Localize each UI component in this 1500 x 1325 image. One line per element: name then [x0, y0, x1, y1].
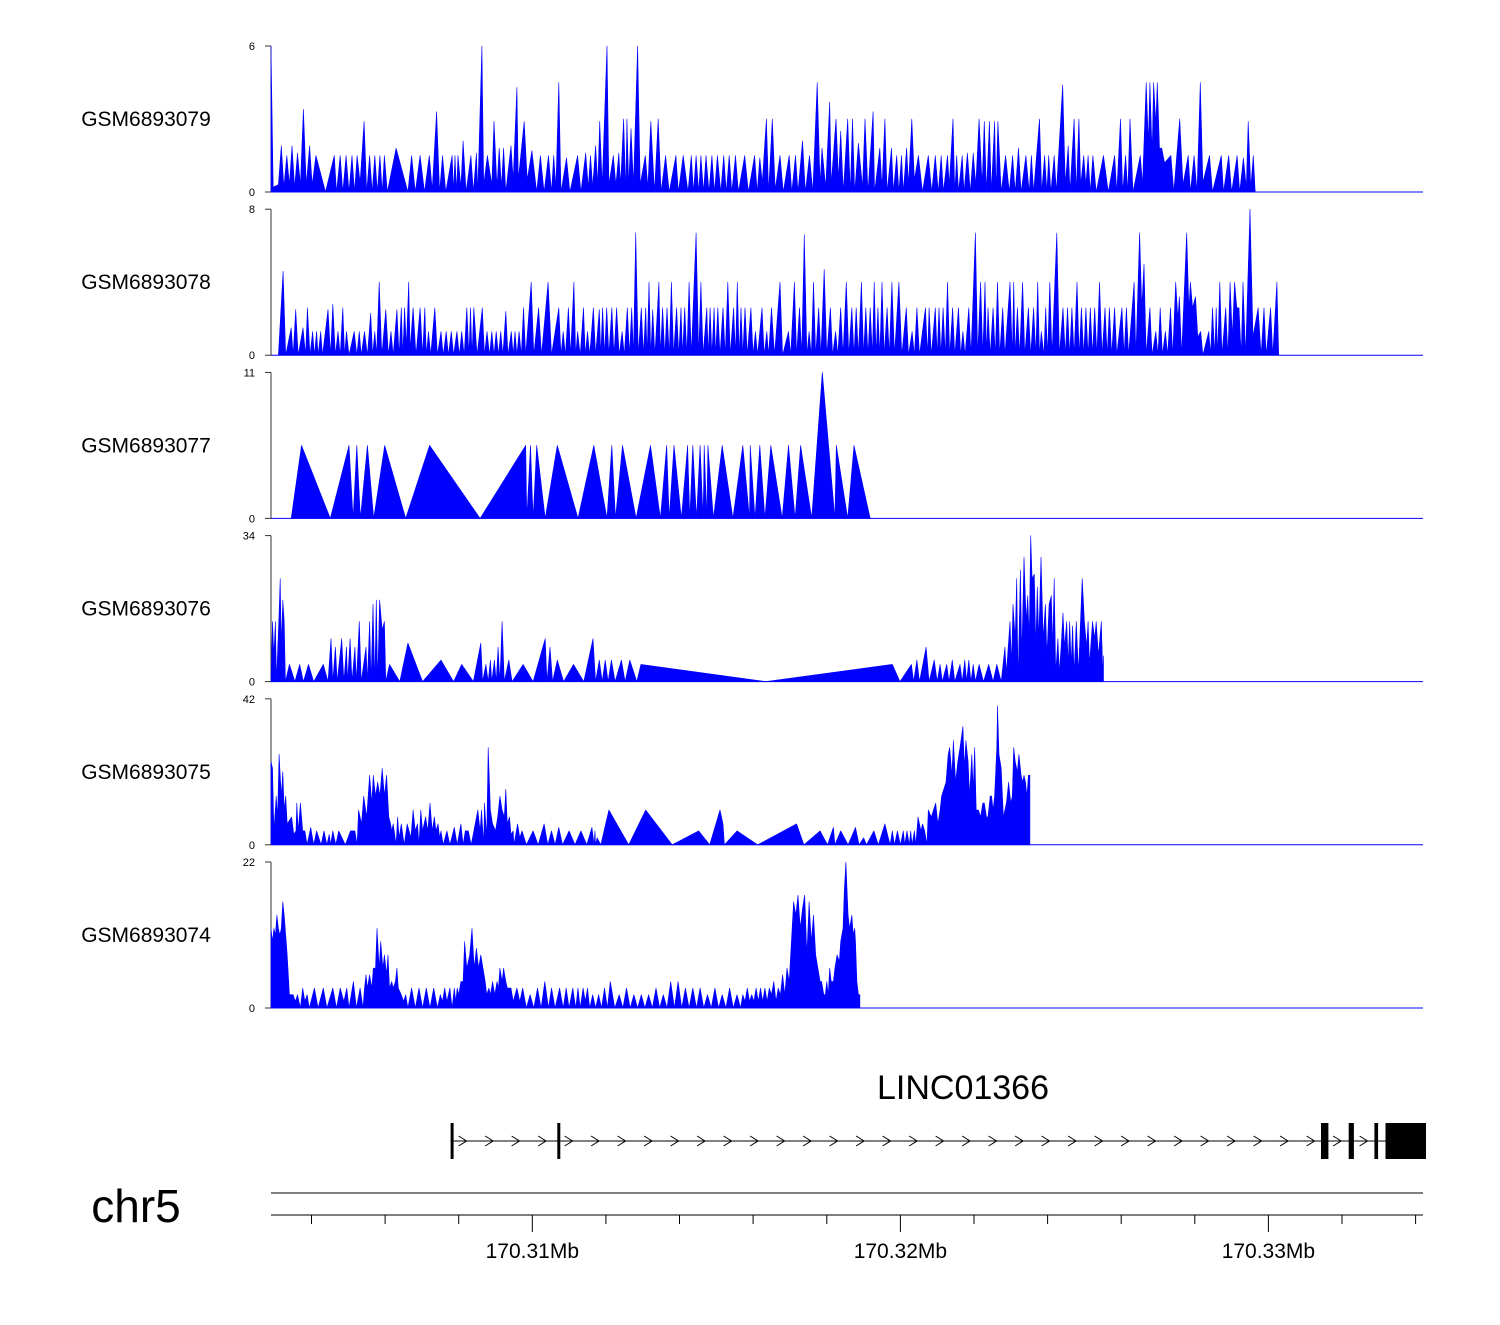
- strand-arrow: [723, 1135, 733, 1147]
- strand-arrow: [1147, 1135, 1157, 1147]
- strand-arrow: [1120, 1135, 1131, 1147]
- strand-arrow: [511, 1135, 521, 1147]
- strand-arrow: [537, 1135, 548, 1147]
- coverage-area: [290, 372, 871, 519]
- coverage-area: [270, 45, 1256, 193]
- y-tick-label-max: 34: [243, 531, 255, 543]
- track-label: GSM6893074: [81, 924, 211, 947]
- gene-label: LINC01366: [877, 1069, 1049, 1107]
- gene-track: LINC01366: [450, 1069, 1426, 1159]
- strand-arrow: [855, 1135, 866, 1147]
- strand-arrow: [1173, 1135, 1184, 1147]
- track-label: GSM6893076: [81, 598, 211, 621]
- strand-arrow: [1359, 1135, 1369, 1147]
- coverage-area: [278, 208, 1279, 356]
- track-GSM6893075: GSM6893075 42 0: [81, 694, 1423, 852]
- chromosome-label: chr5: [91, 1180, 180, 1232]
- strand-arrow: [935, 1135, 945, 1147]
- strand-arrow: [829, 1135, 839, 1147]
- strand-arrow: [1094, 1135, 1104, 1147]
- coverage-area: [270, 705, 1031, 846]
- x-tick-label: 170.33Mb: [1222, 1240, 1315, 1263]
- track-label: GSM6893079: [81, 108, 211, 131]
- y-tick-label-min: 0: [249, 513, 255, 525]
- y-tick-label-max: 8: [249, 204, 255, 216]
- strand-arrow: [484, 1135, 495, 1147]
- exon: [1321, 1123, 1329, 1159]
- track-GSM6893074: GSM6893074 22 0: [81, 857, 1423, 1015]
- strand-arrow: [590, 1135, 601, 1147]
- strand-arrow: [670, 1135, 680, 1147]
- y-tick-label-max: 11: [244, 367, 255, 379]
- strand-arrow: [1279, 1135, 1290, 1147]
- x-tick-label: 170.32Mb: [854, 1240, 947, 1263]
- strand-arrow: [617, 1135, 627, 1147]
- x-tick-label: 170.31Mb: [486, 1240, 579, 1263]
- strand-arrow: [458, 1135, 468, 1147]
- strand-arrow: [1200, 1135, 1210, 1147]
- exon: [1374, 1123, 1379, 1159]
- exon: [450, 1123, 454, 1159]
- strand-arrow: [1014, 1135, 1025, 1147]
- strand-arrow: [908, 1135, 919, 1147]
- strand-arrow: [882, 1135, 892, 1147]
- strand-arrow: [988, 1135, 998, 1147]
- coverage-area: [270, 861, 861, 1009]
- strand-arrow: [749, 1135, 760, 1147]
- strand-arrow: [1226, 1135, 1237, 1147]
- strand-arrow: [1041, 1135, 1051, 1147]
- strand-arrow: [643, 1135, 654, 1147]
- strand-arrow: [802, 1135, 813, 1147]
- y-tick-label-min: 0: [249, 1003, 255, 1015]
- genome-axis: chr5 170.31Mb 170.32Mb 170.33Mb: [91, 1180, 1423, 1263]
- strand-arrow: [1306, 1135, 1316, 1147]
- strand-arrow: [776, 1135, 786, 1147]
- track-label: GSM6893078: [81, 271, 211, 294]
- exon: [557, 1123, 561, 1159]
- y-tick-label-min: 0: [249, 840, 255, 852]
- track-label: GSM6893075: [81, 761, 211, 784]
- strand-arrow: [564, 1135, 574, 1147]
- exon: [1348, 1123, 1354, 1159]
- strand-arrow: [1253, 1135, 1263, 1147]
- coverage-area: [270, 535, 1104, 682]
- y-tick-label-min: 0: [249, 677, 255, 689]
- strand-arrow: [1332, 1135, 1343, 1147]
- strand-arrow: [961, 1135, 972, 1147]
- track-GSM6893077: GSM6893077 11 0: [81, 367, 1423, 525]
- track-label: GSM6893077: [81, 434, 211, 457]
- track-GSM6893076: GSM6893076 34 0: [81, 531, 1423, 689]
- track-GSM6893079: GSM6893079 6 0: [81, 41, 1423, 199]
- y-tick-label-max: 42: [243, 694, 255, 706]
- strand-arrow: [696, 1135, 707, 1147]
- y-tick-label-max: 22: [243, 857, 255, 869]
- y-tick-label-min: 0: [249, 187, 255, 199]
- exon: [1385, 1123, 1426, 1159]
- y-tick-label-max: 6: [249, 41, 255, 53]
- coverage-tracks: GSM689307960GSM689307880GSM6893077110GSM…: [81, 41, 1423, 1015]
- track-GSM6893078: GSM6893078 8 0: [81, 204, 1423, 362]
- strand-arrow: [1067, 1135, 1078, 1147]
- y-tick-label-min: 0: [249, 350, 255, 362]
